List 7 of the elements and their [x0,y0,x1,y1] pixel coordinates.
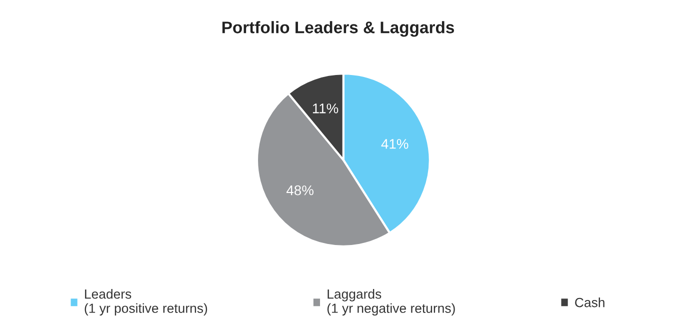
chart-title: Portfolio Leaders & Laggards [222,21,454,37]
data-label: 11% [312,104,338,114]
data-label: 48% [286,185,314,196]
legend-label: Leaders (1 yr positive returns) [84,289,208,316]
data-label: 41% [381,139,408,149]
legend-label: Laggards (1 yr negative returns) [327,289,455,316]
legend-label: Cash [575,298,604,308]
